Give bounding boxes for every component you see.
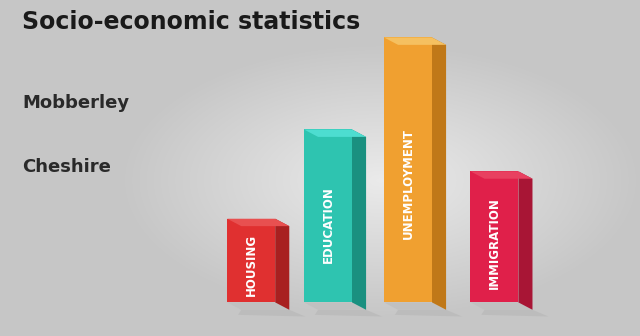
Text: UNEMPLOYMENT: UNEMPLOYMENT — [401, 128, 415, 239]
Polygon shape — [384, 302, 446, 310]
Text: Mobberley: Mobberley — [22, 94, 129, 112]
Polygon shape — [481, 310, 548, 317]
Polygon shape — [432, 38, 446, 310]
Polygon shape — [384, 38, 446, 45]
Text: Socio-economic statistics: Socio-economic statistics — [22, 10, 361, 34]
Polygon shape — [315, 310, 382, 317]
Polygon shape — [384, 38, 432, 302]
Polygon shape — [304, 302, 366, 310]
Text: HOUSING: HOUSING — [244, 234, 258, 296]
Polygon shape — [470, 171, 518, 302]
Polygon shape — [227, 302, 289, 310]
Text: IMMIGRATION: IMMIGRATION — [488, 198, 501, 289]
Polygon shape — [275, 219, 289, 310]
Text: EDUCATION: EDUCATION — [321, 186, 335, 263]
Polygon shape — [470, 171, 532, 179]
Polygon shape — [352, 129, 366, 310]
Polygon shape — [470, 302, 532, 310]
Polygon shape — [304, 129, 366, 137]
Polygon shape — [518, 171, 532, 310]
Polygon shape — [227, 219, 275, 302]
Text: Cheshire: Cheshire — [22, 158, 111, 176]
Polygon shape — [238, 310, 305, 317]
Polygon shape — [304, 129, 352, 302]
Polygon shape — [395, 310, 462, 317]
Polygon shape — [227, 219, 289, 226]
